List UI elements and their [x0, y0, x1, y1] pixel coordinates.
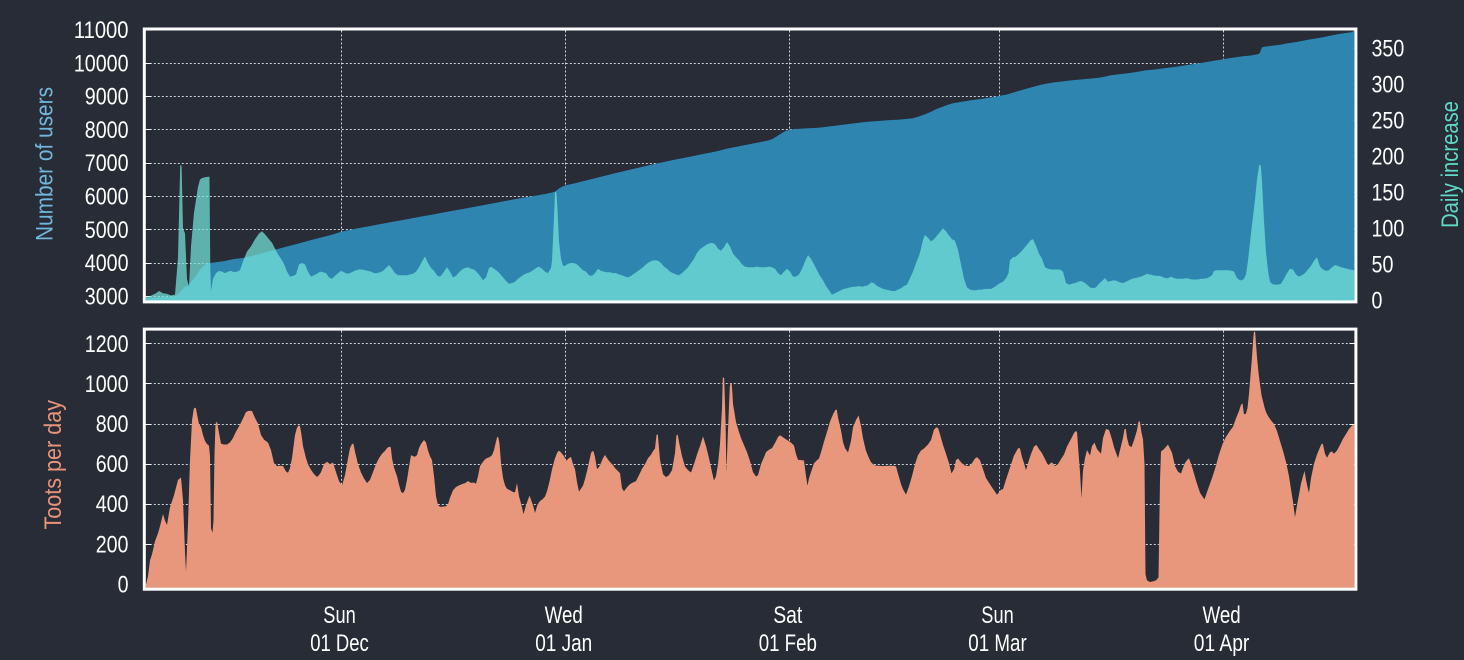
- svg-text:01 Apr: 01 Apr: [1194, 630, 1250, 657]
- svg-text:300: 300: [1372, 72, 1405, 99]
- svg-text:350: 350: [1372, 36, 1405, 63]
- svg-text:01 Jan: 01 Jan: [535, 630, 592, 657]
- svg-text:0: 0: [1372, 287, 1383, 314]
- svg-text:8000: 8000: [85, 117, 129, 144]
- svg-text:50: 50: [1372, 251, 1394, 278]
- svg-text:Toots per day: Toots per day: [40, 400, 67, 530]
- svg-text:01 Feb: 01 Feb: [759, 630, 817, 657]
- svg-text:5000: 5000: [85, 217, 129, 244]
- svg-text:01 Mar: 01 Mar: [968, 630, 1026, 657]
- svg-text:200: 200: [1372, 144, 1405, 171]
- svg-text:11000: 11000: [74, 17, 129, 44]
- svg-text:1000: 1000: [85, 371, 129, 398]
- svg-text:250: 250: [1372, 108, 1405, 135]
- svg-text:Daily increase: Daily increase: [1437, 101, 1464, 228]
- svg-text:1200: 1200: [85, 331, 129, 358]
- svg-text:Sat: Sat: [773, 602, 802, 629]
- svg-text:Sun: Sun: [981, 602, 1013, 629]
- svg-text:6000: 6000: [85, 184, 129, 211]
- svg-text:Number of users: Number of users: [31, 87, 58, 241]
- svg-text:7000: 7000: [85, 150, 129, 177]
- svg-text:10000: 10000: [74, 50, 129, 77]
- svg-text:800: 800: [96, 411, 129, 438]
- svg-text:Wed: Wed: [545, 602, 583, 629]
- svg-text:150: 150: [1372, 179, 1405, 206]
- svg-text:01 Dec: 01 Dec: [310, 630, 369, 657]
- svg-text:Wed: Wed: [1203, 602, 1241, 629]
- svg-text:600: 600: [96, 451, 129, 478]
- svg-text:Sun: Sun: [323, 602, 355, 629]
- svg-text:9000: 9000: [85, 84, 129, 111]
- svg-text:400: 400: [96, 491, 129, 518]
- svg-text:100: 100: [1372, 215, 1405, 242]
- svg-text:3000: 3000: [85, 283, 129, 310]
- svg-text:4000: 4000: [85, 250, 129, 277]
- svg-text:0: 0: [118, 571, 129, 598]
- svg-text:200: 200: [96, 531, 129, 558]
